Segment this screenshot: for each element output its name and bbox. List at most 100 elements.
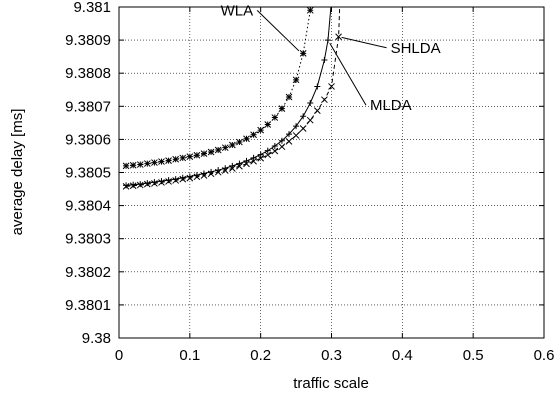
- data-point-wla: [193, 151, 201, 159]
- data-point-wla: [271, 114, 279, 121]
- annotations: WLA SHLDA MLDA: [221, 2, 441, 114]
- annotation-arrow-mlda: [329, 42, 367, 106]
- data-point-shlda: [250, 157, 257, 165]
- annotation-arrow-wla: [256, 9, 300, 52]
- data-point-wla: [172, 155, 180, 163]
- data-point-shlda: [122, 183, 130, 190]
- data-point-mlda: [278, 137, 285, 144]
- data-point-wla: [136, 161, 144, 168]
- data-point-mlda: [321, 56, 328, 63]
- annotation-label-wla: WLA: [221, 2, 254, 19]
- data-point-mlda: [151, 179, 158, 186]
- y-tick-label: 9.3802: [65, 264, 111, 281]
- series-layer: [122, 7, 342, 190]
- data-point-shlda: [271, 147, 279, 155]
- data-point-wla: [236, 138, 243, 146]
- y-tick-label: 9.3805: [65, 165, 111, 182]
- series-line-wla: [126, 7, 311, 167]
- data-point-shlda: [306, 116, 314, 124]
- x-tick-label: 0.2: [250, 347, 271, 364]
- data-point-mlda: [250, 154, 257, 161]
- annotation-arrow-shlda: [341, 36, 387, 49]
- data-point-wla: [257, 126, 265, 134]
- data-point-shlda: [264, 151, 272, 159]
- data-point-mlda: [172, 176, 179, 183]
- data-point-shlda: [221, 167, 229, 174]
- axis-ticks: 0 0.1 0.2 0.3 0.4 0.5 0.6 9.38 9.3801 9.3802 9.380…: [65, 0, 554, 364]
- data-point-shlda: [143, 180, 151, 188]
- data-point-wla: [243, 135, 250, 143]
- data-point-shlda: [313, 107, 321, 114]
- data-point-mlda: [130, 181, 137, 188]
- y-tick-label: 9.3806: [65, 131, 111, 148]
- series-wla: [122, 7, 314, 170]
- data-point-shlda: [299, 125, 307, 132]
- data-point-shlda: [236, 162, 243, 170]
- grid: [119, 7, 544, 338]
- data-point-mlda: [286, 131, 292, 138]
- y-tick-label: 9.381: [73, 0, 111, 16]
- data-point-wla: [264, 121, 272, 128]
- series-shlda: [122, 7, 342, 190]
- data-point-wla: [143, 160, 151, 167]
- data-point-wla: [214, 146, 222, 154]
- x-tick-label: 0.1: [179, 347, 200, 364]
- data-point-mlda: [264, 147, 271, 154]
- data-point-shlda: [179, 175, 187, 183]
- data-point-shlda: [328, 83, 335, 90]
- x-tick-label: 0.6: [534, 347, 555, 364]
- data-point-shlda: [136, 181, 144, 189]
- y-tick-label: 9.3808: [65, 65, 111, 82]
- data-point-shlda: [257, 154, 265, 162]
- y-tick-label: 9.3801: [65, 297, 111, 314]
- data-point-wla: [186, 153, 194, 160]
- data-point-mlda: [307, 99, 314, 106]
- y-tick-label: 9.3809: [65, 32, 111, 49]
- y-tick-label: 9.3807: [65, 98, 111, 115]
- data-point-wla: [250, 131, 257, 139]
- data-point-shlda: [285, 138, 293, 145]
- data-point-shlda: [214, 168, 222, 176]
- data-point-wla: [228, 141, 236, 149]
- data-point-mlda: [314, 83, 321, 90]
- data-point-shlda: [129, 182, 137, 190]
- data-point-shlda: [158, 179, 165, 186]
- annotation-label-mlda: MLDA: [370, 97, 412, 114]
- y-tick-label: 9.3804: [65, 198, 111, 215]
- data-point-wla: [278, 105, 286, 112]
- data-point-wla: [179, 154, 187, 162]
- data-point-shlda: [278, 143, 286, 151]
- data-point-mlda: [243, 157, 250, 164]
- data-point-wla: [207, 148, 215, 156]
- annotation-label-shlda: SHLDA: [391, 40, 441, 57]
- y-tick-label: 9.38: [82, 330, 111, 347]
- y-tick-label: 9.3803: [65, 231, 111, 248]
- data-point-mlda: [144, 180, 151, 187]
- x-tick-label: 0.5: [463, 347, 484, 364]
- data-point-mlda: [257, 151, 264, 158]
- y-axis-label: average delay [ms]: [9, 109, 26, 236]
- data-point-wla: [292, 76, 300, 84]
- data-point-mlda: [165, 177, 172, 184]
- data-point-wla: [122, 162, 130, 170]
- data-point-wla: [299, 49, 307, 57]
- data-point-shlda: [292, 132, 300, 139]
- series-line-mlda: [126, 7, 332, 186]
- data-point-wla: [285, 93, 293, 101]
- data-point-mlda: [324, 37, 331, 44]
- data-point-mlda: [137, 181, 144, 188]
- data-point-mlda: [300, 113, 307, 120]
- data-point-wla: [306, 7, 314, 14]
- data-point-mlda: [271, 143, 278, 150]
- data-point-wla: [165, 157, 172, 164]
- data-point-shlda: [321, 96, 328, 104]
- data-point-shlda: [165, 178, 172, 185]
- data-point-shlda: [243, 160, 250, 168]
- x-tick-label: 0: [115, 347, 123, 364]
- data-point-wla: [129, 161, 137, 169]
- data-point-shlda: [172, 177, 180, 184]
- data-point-wla: [221, 144, 229, 152]
- data-point-mlda: [293, 123, 300, 130]
- data-point-mlda: [179, 174, 186, 181]
